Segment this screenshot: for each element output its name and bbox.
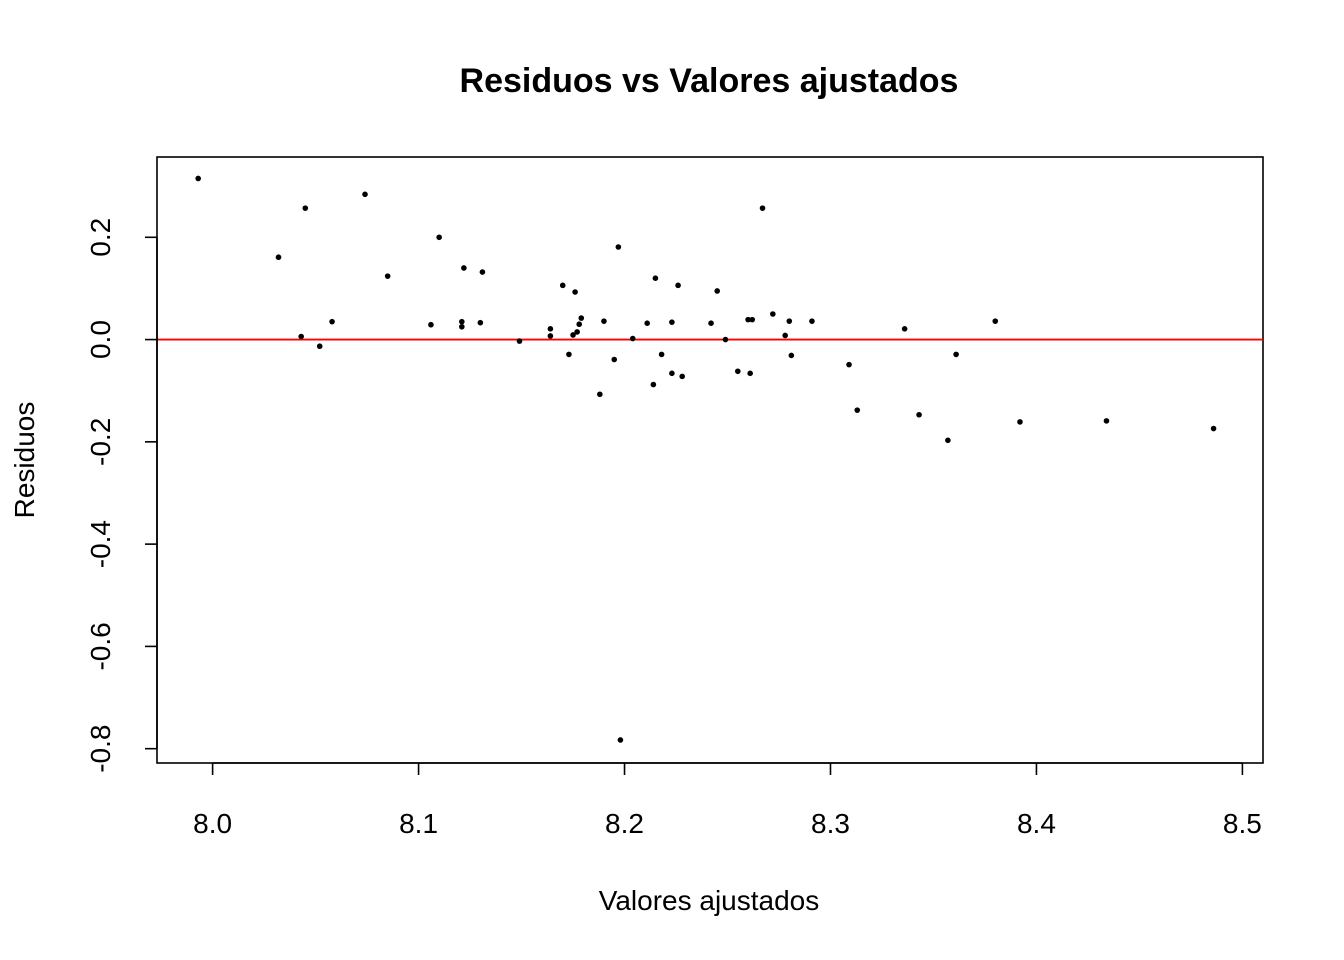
data-point [679,373,685,380]
data-point [854,407,861,413]
data-point [714,288,721,294]
y-tick-label: -0.4 [85,520,116,568]
data-point [477,319,484,326]
x-tick-label: 8.1 [399,808,438,839]
data-point [1103,418,1110,424]
data-point [652,275,659,282]
data-point [576,321,583,328]
data-point [745,316,751,323]
data-point [708,320,714,327]
y-axis: -0.8 -0.6 -0.4 -0.2 0.0 0.2 [85,218,158,773]
data-point [953,351,959,358]
data-point [516,338,523,344]
y-axis-label: Residuos [9,402,40,519]
x-axis: 8.0 8.1 8.2 8.3 8.4 8.5 [193,762,1262,839]
data-point [1210,425,1217,432]
data-point [650,381,657,388]
data-point [436,234,442,241]
data-point [735,368,741,375]
data-point [749,316,756,323]
data-point [770,311,776,317]
plot-frame [156,156,1264,764]
x-axis-label: Valores ajustados [599,885,820,916]
data-point [570,332,576,338]
x-tick-label: 8.3 [811,808,850,839]
data-point [846,361,852,368]
data-point [945,437,951,444]
data-point [329,318,335,325]
data-point [658,351,665,358]
data-point [559,282,566,289]
x-tick-label: 8.4 [1017,808,1056,839]
data-point [669,319,675,325]
y-tick-label: 0.2 [85,218,116,257]
data-point [572,289,578,295]
data-point [644,320,650,327]
data-point [461,265,467,271]
y-tick-label: -0.6 [85,622,116,670]
data-point [275,254,282,261]
chart-title: Residuos vs Valores ajustados [460,62,959,100]
data-point [428,321,434,328]
data-point [669,370,675,377]
data-point [574,329,580,335]
data-point [1017,419,1023,425]
data-point [992,318,999,324]
data-point [901,326,908,332]
data-point [611,356,618,363]
data-point [786,318,793,324]
data-point [597,391,603,398]
y-tick-label: 0.0 [85,320,116,359]
data-point [629,335,636,342]
x-tick-label: 8.5 [1223,808,1262,839]
data-point [566,351,572,358]
data-point [479,269,486,275]
data-point [384,273,391,279]
y-tick-label: -0.8 [85,725,116,773]
data-points [195,175,1217,743]
data-point [316,343,323,350]
data-point [782,332,788,339]
data-point [615,244,622,250]
y-tick-label: -0.2 [85,418,116,466]
x-tick-label: 8.0 [193,808,232,839]
data-point [788,352,795,359]
data-point [759,205,766,211]
data-point [809,318,815,324]
data-point [459,318,465,325]
data-point [362,191,368,198]
data-point [601,318,607,324]
data-point [298,333,304,340]
data-point [747,370,753,377]
data-point [916,411,922,418]
data-point [578,315,585,321]
data-point [459,323,465,330]
data-point [617,737,624,743]
data-point [195,175,201,182]
data-point [547,326,554,332]
data-point [675,282,681,289]
x-tick-label: 8.2 [605,808,644,839]
data-point [722,336,729,343]
data-point [302,205,309,211]
data-point [547,333,554,339]
